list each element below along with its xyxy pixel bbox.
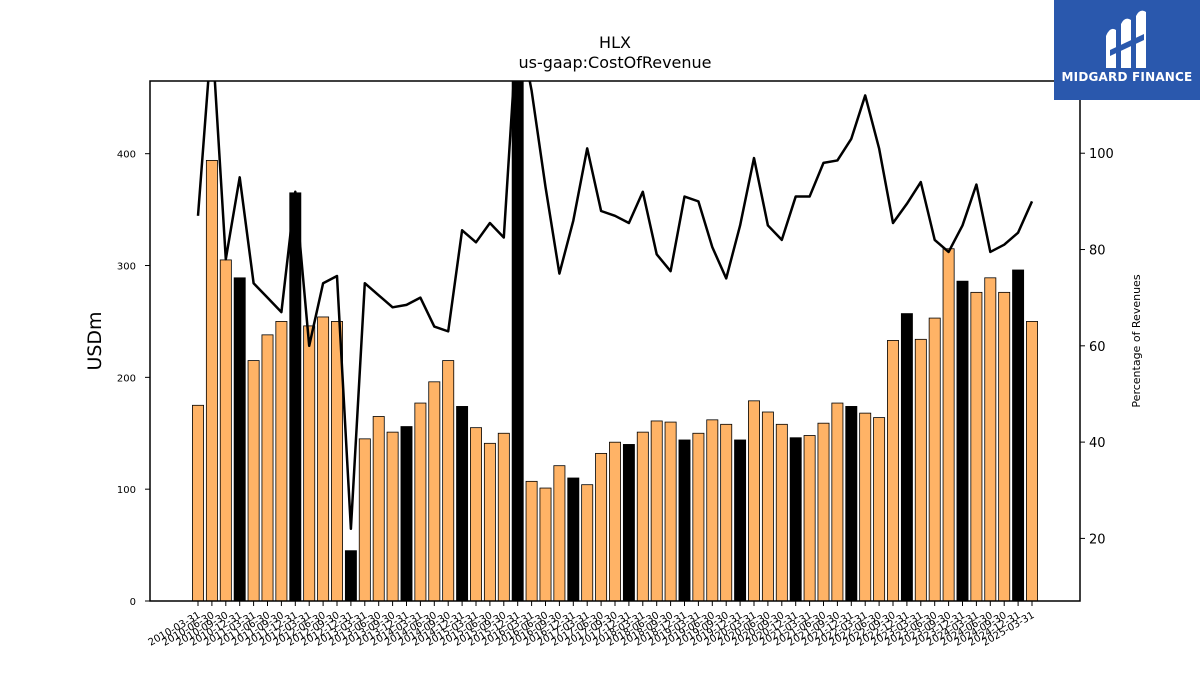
bar-quarter	[650, 420, 663, 601]
left-y-axis: 0 100 200 300 400	[117, 150, 150, 608]
bar-annual	[845, 406, 858, 601]
y2-tick-label: 40	[1089, 436, 1106, 451]
bar-quarter	[539, 487, 552, 601]
bar-quarter	[928, 317, 941, 601]
bar-quarter	[442, 360, 455, 601]
bar-annual	[289, 192, 302, 601]
bar-quarter	[998, 291, 1011, 601]
bar-quarter	[331, 321, 343, 601]
midgard-logo-icon	[1054, 0, 1200, 100]
bar-quarter	[803, 435, 816, 601]
y-tick-label: 100	[117, 485, 136, 496]
y-axis-label: USDm	[84, 311, 106, 370]
bar-quarter	[581, 484, 594, 601]
bar-quarter	[984, 277, 997, 601]
bar-series	[192, 81, 1038, 601]
bar-annual	[734, 439, 747, 601]
bar-annual	[622, 444, 635, 601]
bar-annual	[400, 426, 413, 601]
bar-quarter	[192, 404, 204, 601]
bar-quarter	[358, 438, 371, 601]
bar-annual	[678, 439, 691, 601]
bar-quarter	[1026, 321, 1038, 601]
bar-quarter	[609, 441, 621, 601]
bar-quarter	[831, 402, 844, 601]
y2-tick-label: 60	[1089, 340, 1106, 355]
bar-quarter	[428, 381, 441, 601]
bar-quarter	[942, 248, 955, 601]
y-tick-label: 300	[117, 262, 136, 273]
bar-annual	[456, 406, 469, 601]
brand-name: MIDGARD FINANCE	[1061, 70, 1193, 84]
bar-quarter	[525, 480, 538, 601]
bar-quarter	[372, 416, 385, 601]
bar-quarter	[748, 400, 760, 601]
chart-title: HLX	[599, 33, 631, 52]
right-y-axis: 20 40 60 80 100	[1080, 147, 1114, 547]
bar-quarter	[386, 431, 399, 601]
bar-quarter	[219, 259, 232, 601]
brand-logo: MIDGARD FINANCE	[1054, 0, 1200, 100]
x-axis: 2010-03-312010-06-302010-09-302010-12-31…	[147, 601, 1037, 649]
bar-annual	[344, 550, 357, 601]
bar-quarter	[775, 423, 788, 601]
bar-quarter	[275, 321, 288, 601]
bar-annual	[233, 277, 246, 601]
y-tick-label: 0	[130, 597, 136, 608]
bar-annual	[900, 313, 913, 601]
bar-quarter	[914, 338, 927, 601]
bar-annual	[1012, 269, 1025, 601]
y-tick-label: 200	[117, 373, 136, 384]
bar-quarter	[817, 422, 830, 601]
bar-quarter	[720, 423, 733, 601]
bar-quarter	[497, 432, 510, 601]
y2-tick-label: 20	[1089, 532, 1106, 547]
y2-tick-label: 100	[1089, 147, 1114, 162]
percentage-line-series	[196, 81, 1034, 531]
bar-quarter	[303, 325, 316, 601]
bar-annual	[567, 477, 580, 601]
bar-quarter	[970, 291, 983, 601]
y-tick-label: 400	[117, 150, 136, 161]
bar-annual	[956, 280, 969, 601]
bar-quarter	[664, 421, 677, 601]
bar-quarter	[636, 431, 649, 601]
bar-quarter	[470, 427, 482, 601]
y2-tick-label: 80	[1089, 244, 1106, 259]
bar-quarter	[595, 452, 608, 601]
bar-quarter	[205, 159, 218, 601]
bar-quarter	[873, 417, 886, 601]
bar-quarter	[483, 442, 496, 601]
bar-quarter	[761, 411, 774, 601]
bar-quarter	[692, 432, 705, 601]
bar-quarter	[414, 402, 427, 601]
percentage-line	[196, 81, 1034, 531]
bar-quarter	[859, 412, 872, 601]
bar-quarter	[706, 419, 719, 601]
bar-quarter	[247, 360, 260, 601]
bar-quarter	[553, 465, 566, 601]
bar-quarter	[887, 340, 899, 601]
bar-annual	[789, 437, 802, 601]
chart-subtitle: us-gaap:CostOfRevenue	[518, 53, 711, 72]
y2-axis-label: Percentage of Revenues	[1130, 274, 1143, 407]
bar-quarter	[317, 316, 330, 601]
bar-quarter	[261, 334, 274, 601]
